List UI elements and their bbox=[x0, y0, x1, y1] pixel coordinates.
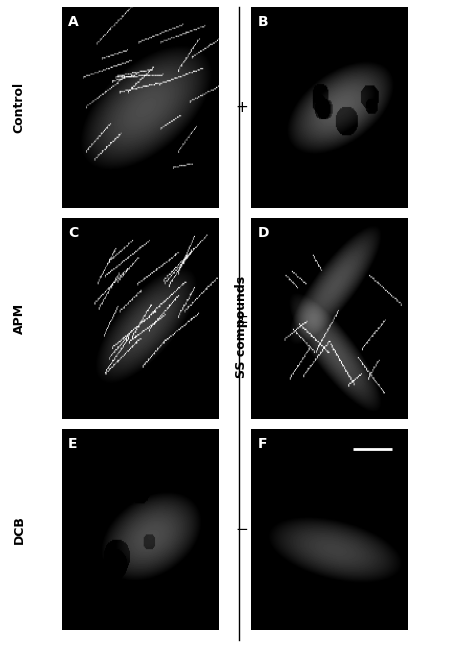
Text: Control: Control bbox=[12, 82, 26, 133]
Text: APM: APM bbox=[12, 303, 26, 334]
Text: ±: ± bbox=[236, 311, 248, 326]
Text: B: B bbox=[257, 14, 268, 29]
Text: C: C bbox=[68, 226, 78, 240]
Text: −: − bbox=[236, 522, 248, 537]
Text: SS compounds: SS compounds bbox=[235, 276, 248, 377]
Text: E: E bbox=[68, 437, 77, 451]
Text: D: D bbox=[257, 226, 269, 240]
Text: F: F bbox=[257, 437, 267, 451]
Text: A: A bbox=[68, 14, 79, 29]
Text: +: + bbox=[236, 100, 248, 115]
Text: DCB: DCB bbox=[12, 515, 26, 544]
